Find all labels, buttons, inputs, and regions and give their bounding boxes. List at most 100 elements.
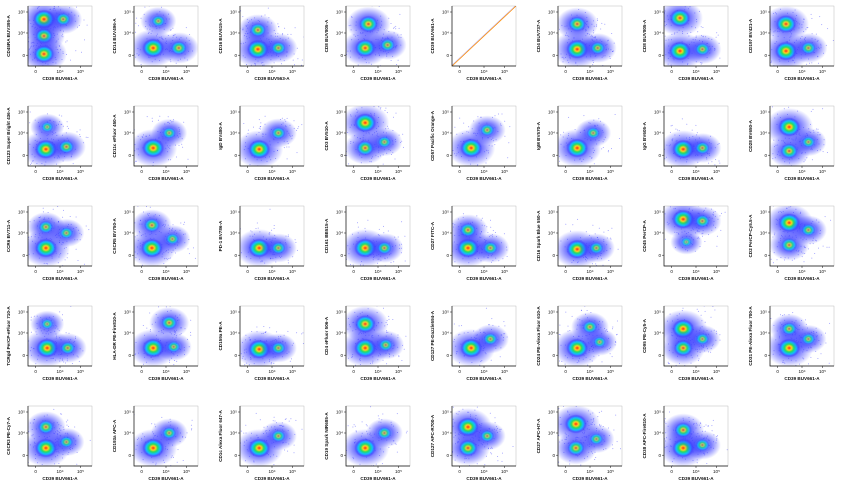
event-dot [263,326,265,327]
y-axis-label: CD123 Super Bright 436-A [6,107,11,165]
event-dot [598,68,599,69]
event-dot [458,177,459,178]
event-dot [151,120,153,122]
event-dot [20,141,21,142]
x-tick-label: 10⁵ [77,69,84,74]
event-dot [649,305,650,306]
event-dot [66,257,68,259]
event-dot [492,230,494,232]
event-dot [269,327,271,329]
y-tick-label: 0 [446,53,449,58]
event-dot [503,321,505,323]
event-dot [135,86,136,87]
event-dot [450,232,451,233]
event-dot [49,168,50,169]
event-dot [446,224,447,225]
density-cluster [801,223,816,237]
event-dot [559,324,561,326]
event-dot [582,174,583,175]
y-tick-label: 0 [764,153,767,158]
event-dot [716,245,718,247]
y-tick-label: 0 [340,53,343,58]
event-dot [59,3,60,4]
event-dot [401,221,403,223]
plot-panel: 0 10⁴ 10⁵ 10⁵ 10⁴ 0 CD39 BUV563-A CD16 BUV615-A [214,5,308,84]
event-dot [679,73,680,74]
event-dot [555,145,556,146]
x-tick-label: 0 [140,169,143,174]
event-dot [35,282,36,283]
event-dot [762,22,763,23]
event-dot [717,34,719,36]
x-axis-label: CD39 BUV661-A [254,376,290,381]
y-tick-label: 10⁴ [230,231,237,236]
y-tick-label: 10⁴ [230,31,237,36]
event-dot [622,233,623,234]
y-tick-label: 10⁵ [760,10,767,15]
axis-lines [133,106,198,167]
event-dot [194,257,196,259]
axis-lines [345,6,410,67]
event-dot [396,64,398,65]
event-dot [225,43,226,44]
event-dot [678,3,679,4]
density-cluster [59,227,74,239]
event-dot [474,173,475,174]
event-dot [767,143,768,144]
event-dot [462,213,464,215]
event-dot [393,261,395,263]
event-dot [653,228,654,229]
event-dot [339,339,340,340]
event-dot [287,262,289,264]
event-dot [25,148,26,149]
x-axis-label: CD39 BUV661-A [784,176,820,181]
x-tick-label: 0 [352,269,355,274]
y-tick-label: 0 [22,253,25,258]
event-dot [468,169,469,170]
event-dot [180,222,182,224]
x-tick-label: 0 [34,369,37,374]
event-dot [182,146,184,148]
event-dot [178,144,180,146]
axis-lines [451,106,516,167]
event-dot [388,318,390,320]
density-cluster [60,341,76,355]
event-dot [448,142,449,143]
event-dot [703,196,704,197]
plot-panel: 0 10⁴ 10⁵ 10⁵ 10⁴ 0 CD39 BUV661-A CD4 eFluor 50… [320,305,414,384]
event-dot [449,251,450,252]
event-dot [695,4,696,5]
event-dot [702,67,703,68]
event-dot [292,59,294,61]
event-dot [351,266,352,267]
y-tick-label: 0 [128,53,131,58]
event-dot [257,272,258,273]
event-dot [146,367,147,368]
event-dot [387,230,389,232]
y-axis-label: CD16 BUV615-A [218,18,223,54]
x-tick-label: 10⁴ [374,169,381,174]
plot-panel: 0 10⁴ 10⁵ 10⁵ 10⁴ 0 CD39 BUV661-A HLA-DR PE-Fir… [108,305,202,384]
event-dot [803,261,805,263]
event-dot [183,223,185,225]
event-dot [658,37,659,38]
x-tick-label: 10⁴ [162,169,169,174]
density-cluster [694,141,710,155]
axis-lines [345,306,410,367]
event-dot [142,325,144,326]
event-dot [370,370,371,371]
event-dot [61,115,63,117]
x-tick-label: 10⁴ [162,369,169,374]
event-dot [446,285,447,286]
event-dot [581,71,582,72]
x-axis-label: CD39 BUV661-A [42,176,78,181]
event-dot [229,59,230,60]
